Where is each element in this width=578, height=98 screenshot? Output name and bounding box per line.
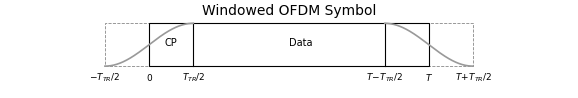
Text: $-T_{TR}/2$: $-T_{TR}/2$	[90, 72, 120, 84]
Text: $T\!-\!T_{TR}/2$: $T\!-\!T_{TR}/2$	[366, 72, 403, 84]
Bar	[149, 23, 429, 66]
Text: $T\!+\!T_{TR}/2$: $T\!+\!T_{TR}/2$	[454, 72, 491, 84]
Text: Windowed OFDM Symbol: Windowed OFDM Symbol	[202, 4, 376, 18]
Text: CP: CP	[165, 38, 177, 48]
Text: Data: Data	[289, 38, 313, 48]
Text: $T$: $T$	[425, 72, 433, 83]
Text: $0$: $0$	[146, 72, 153, 83]
Text: $T_{TR}/2$: $T_{TR}/2$	[181, 72, 205, 84]
Bar	[105, 23, 473, 66]
